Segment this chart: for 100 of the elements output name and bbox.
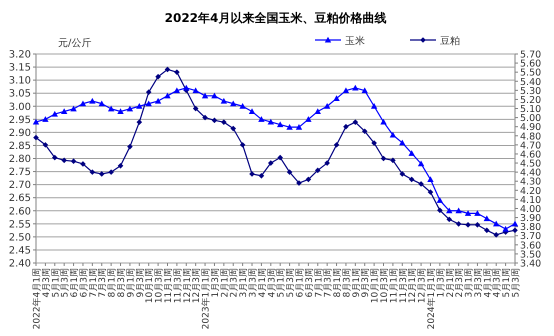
x-tick-label: 2024年1月1周 bbox=[426, 268, 437, 330]
x-tick-label: 2月3周 bbox=[228, 268, 240, 298]
x-tick-label: 12月1周 bbox=[407, 268, 418, 304]
point bbox=[390, 132, 396, 138]
point bbox=[220, 98, 228, 104]
y2-tick-label: 4.90 bbox=[520, 122, 542, 134]
x-tick-label: 1月3周 bbox=[210, 268, 221, 298]
legend-label: 豆粕 bbox=[440, 36, 460, 47]
x-tick-label: 5月1周 bbox=[501, 268, 512, 298]
x-tick-label: 3月1周 bbox=[238, 268, 250, 298]
point bbox=[80, 161, 86, 167]
point bbox=[221, 119, 227, 125]
x-tick-label: 9月3周 bbox=[134, 268, 146, 298]
point bbox=[455, 208, 462, 214]
y2-tick-label: 5.40 bbox=[520, 76, 542, 88]
x-tick-label: 7月3周 bbox=[97, 268, 108, 298]
point bbox=[418, 181, 424, 187]
y2-tick-label: 5.30 bbox=[520, 86, 542, 97]
x-tick-label: 6月3周 bbox=[304, 268, 315, 298]
y-tick-label: 2.70 bbox=[8, 180, 31, 192]
y-axis-title: 元/公斤 bbox=[58, 37, 92, 49]
x-tick-label: 7月1周 bbox=[88, 268, 99, 298]
point bbox=[136, 119, 142, 125]
y-tick-label: 2.90 bbox=[8, 128, 31, 139]
point bbox=[164, 92, 171, 98]
x-tick-label: 11月1周 bbox=[162, 268, 174, 304]
x-tick-label: 10月1周 bbox=[144, 268, 156, 304]
y-tick-label: 2.80 bbox=[8, 154, 31, 165]
point bbox=[296, 124, 302, 130]
point bbox=[258, 172, 264, 179]
x-tick-label: 9月1周 bbox=[350, 268, 362, 298]
point bbox=[212, 118, 218, 124]
x-tick-label: 3月1周 bbox=[464, 268, 475, 298]
point bbox=[296, 180, 302, 186]
point bbox=[118, 162, 124, 169]
point bbox=[484, 215, 490, 222]
point bbox=[436, 197, 444, 203]
point bbox=[333, 95, 340, 101]
point bbox=[334, 142, 340, 148]
x-tick-label: 4月1周 bbox=[482, 268, 494, 298]
y2-tick-label: 3.40 bbox=[520, 258, 542, 270]
x-tick-label: 4月1周 bbox=[256, 268, 268, 298]
point bbox=[484, 227, 490, 234]
point bbox=[352, 84, 359, 91]
point bbox=[89, 98, 96, 104]
y-tick-label: 2.55 bbox=[8, 219, 31, 230]
y-tick-label: 3.00 bbox=[8, 102, 31, 113]
x-tick-label: 2月3周 bbox=[454, 268, 466, 298]
y2-tick-label: 3.50 bbox=[520, 249, 542, 260]
y-tick-label: 2.65 bbox=[8, 193, 31, 204]
y2-tick-label: 5.60 bbox=[520, 58, 542, 70]
x-tick-label: 12月1周 bbox=[182, 268, 193, 304]
x-tick-label: 9月1周 bbox=[125, 268, 136, 298]
legend-label: 玉米 bbox=[345, 35, 365, 47]
y-tick-label: 2.45 bbox=[8, 245, 31, 256]
x-tick-label: 3月3周 bbox=[472, 268, 484, 298]
x-tick-label: 6月1周 bbox=[69, 268, 80, 298]
point bbox=[61, 158, 67, 164]
point bbox=[362, 128, 368, 134]
x-tick-label: 8月3周 bbox=[341, 268, 352, 298]
x-tick-label: 12月3周 bbox=[416, 268, 428, 304]
point bbox=[230, 126, 236, 132]
x-tick-label: 4月3周 bbox=[492, 268, 503, 298]
point bbox=[512, 227, 518, 234]
point bbox=[174, 69, 180, 75]
point bbox=[399, 171, 406, 177]
point bbox=[465, 222, 471, 228]
point bbox=[52, 154, 58, 160]
y2-tick-label: 4.80 bbox=[520, 131, 542, 142]
point bbox=[342, 87, 350, 94]
y2-tick-label: 3.70 bbox=[520, 231, 542, 242]
point bbox=[314, 168, 321, 174]
x-tick-label: 3月3周 bbox=[248, 268, 259, 298]
y2-tick-label: 5.10 bbox=[520, 104, 542, 116]
point bbox=[268, 118, 274, 124]
y2-tick-label: 4.30 bbox=[520, 176, 542, 188]
point bbox=[352, 119, 358, 125]
x-tick-label: 10月3周 bbox=[154, 268, 165, 304]
y2-tick-label: 4.70 bbox=[520, 140, 542, 152]
point bbox=[32, 118, 40, 124]
x-tick-label: 2月1周 bbox=[219, 268, 230, 298]
x-tick-label: 5月1周 bbox=[50, 268, 62, 298]
y2-tick-label: 4.50 bbox=[520, 158, 542, 170]
point bbox=[370, 103, 378, 109]
point bbox=[268, 160, 274, 166]
point bbox=[192, 106, 198, 112]
point bbox=[70, 158, 76, 164]
y-tick-label: 3.15 bbox=[8, 62, 31, 74]
point bbox=[380, 118, 387, 124]
point bbox=[324, 160, 330, 166]
point bbox=[314, 108, 321, 114]
y-tick-label: 3.20 bbox=[8, 50, 31, 60]
point bbox=[108, 106, 114, 112]
y-tick-label: 3.10 bbox=[8, 76, 31, 87]
x-tick-label: 5月3周 bbox=[285, 268, 296, 298]
x-tick-label: 8月3周 bbox=[116, 268, 128, 298]
point bbox=[446, 216, 452, 222]
point bbox=[408, 150, 415, 156]
point bbox=[146, 100, 152, 106]
x-tick-label: 1月3周 bbox=[435, 268, 446, 298]
